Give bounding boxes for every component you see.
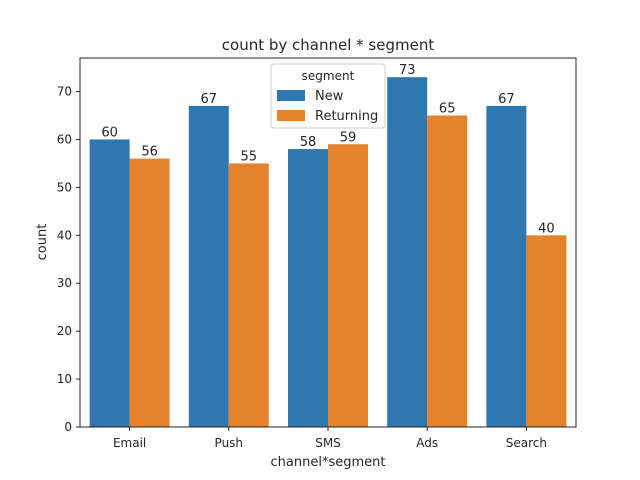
- legend-title: segment: [302, 69, 355, 83]
- bar-value-label: 73: [399, 63, 416, 78]
- bar-value-label: 67: [498, 92, 515, 107]
- bar-search-returning: [526, 235, 567, 427]
- y-tick-label: 50: [57, 180, 72, 194]
- x-axis-label: channel*segment: [271, 455, 386, 470]
- bar-value-label: 60: [101, 125, 118, 140]
- y-tick-label: 60: [57, 132, 72, 146]
- legend-label-new: New: [315, 89, 344, 104]
- bar-ads-new: [387, 77, 428, 428]
- bar-ads-returning: [427, 115, 468, 427]
- x-tick-label-sms: SMS: [315, 436, 341, 450]
- bar-push-new: [188, 105, 229, 427]
- y-tick-label: 70: [57, 85, 72, 99]
- bar-sms-returning: [328, 144, 368, 427]
- legend-swatch-new: [277, 90, 305, 101]
- chart-title: count by channel * segment: [222, 36, 435, 54]
- bar-value-label: 40: [538, 221, 555, 236]
- y-tick-label: 40: [57, 228, 72, 242]
- x-tick-label-push: Push: [215, 436, 244, 450]
- y-tick-label: 10: [57, 372, 72, 386]
- legend-label-returning: Returning: [315, 109, 378, 124]
- bar-sms-new: [288, 149, 328, 427]
- y-tick-label: 30: [57, 276, 72, 290]
- legend-swatch-returning: [277, 110, 305, 121]
- y-axis: 0 10 20 30 40 50 60 70: [57, 85, 80, 434]
- legend-items: New Returning: [277, 89, 378, 124]
- y-axis-label: count: [35, 224, 50, 261]
- bar-email-new: [89, 139, 130, 427]
- bar-value-label: 56: [141, 145, 158, 160]
- bar-value-label: 55: [241, 149, 258, 164]
- y-tick-label: 0: [64, 420, 72, 434]
- legend: segment New Returning: [270, 63, 386, 129]
- bar-email-returning: [129, 158, 170, 428]
- x-tick-label-search: Search: [506, 436, 547, 450]
- bar-value-label: 65: [439, 102, 456, 117]
- y-tick-label: 20: [57, 324, 72, 338]
- bars-layer: [89, 77, 567, 428]
- bar-value-label: 67: [201, 92, 218, 107]
- bar-push-returning: [228, 163, 269, 427]
- bar-value-label: 58: [300, 135, 317, 150]
- x-tick-label-email: Email: [113, 436, 146, 450]
- bar-search-new: [486, 105, 527, 427]
- x-tick-label-ads: Ads: [416, 436, 438, 450]
- bar-labels-layer: 60 56 67 55 58 59 73 65 67 40: [101, 63, 554, 236]
- bar-value-label: 59: [340, 130, 357, 145]
- x-axis: Email Push SMS Ads Search: [113, 427, 547, 450]
